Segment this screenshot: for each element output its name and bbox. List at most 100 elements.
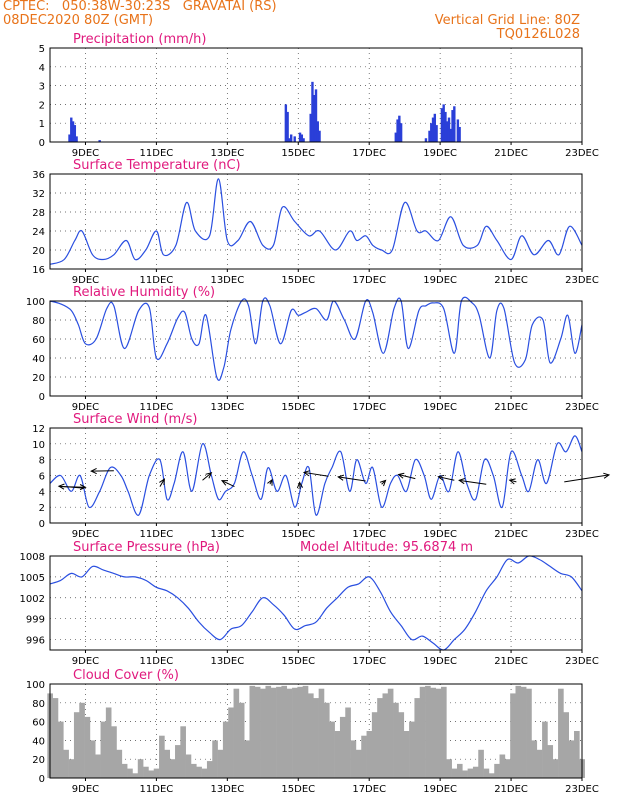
cloud-bar [387, 688, 394, 778]
cloud-bar [318, 688, 325, 778]
cloud-bar [95, 754, 101, 778]
cloud-bar [260, 688, 266, 778]
cloud-bar [164, 749, 170, 778]
cloud-bar [249, 685, 256, 778]
y-tick-label: 1008 [20, 552, 45, 563]
cloud-bar [132, 773, 139, 778]
header-model-code: TQ0126L028 [496, 27, 580, 42]
series-line [49, 296, 583, 381]
header-station: CPTEC: 050:38W-30:23S GRAVATAI (RS) [3, 0, 277, 14]
cloud-bar [228, 707, 234, 778]
x-tick-label: 23DEC [565, 148, 599, 159]
precip-bar [435, 125, 438, 142]
x-tick-label: 23DEC [565, 529, 599, 540]
y-tick-label: 80 [32, 699, 45, 710]
x-tick-label: 11DEC [140, 656, 174, 667]
cloud-bar [441, 686, 447, 778]
y-tick-label: 32 [32, 189, 45, 200]
x-tick-label: 17DEC [352, 148, 386, 159]
cloud-bar [79, 702, 85, 778]
wind-vector [159, 478, 165, 487]
precip-bar [284, 104, 288, 142]
precip-bar [288, 138, 291, 142]
cloud-bar [89, 740, 96, 778]
header-grid-line: Vertical Grid Line: 80Z [434, 13, 580, 28]
x-tick-label: 21DEC [494, 275, 528, 286]
cloud-bar [297, 686, 303, 778]
cloud-bar [403, 731, 410, 778]
x-tick-label: 21DEC [494, 656, 528, 667]
x-tick-label: 19DEC [423, 656, 457, 667]
y-tick-label: 16 [32, 265, 45, 276]
panel-1: 16 20 24 28 32 36 9DEC 11DEC 13DEC 15DEC 17DEC 19DE… [32, 158, 599, 286]
precip-bar [431, 117, 435, 142]
cloud-bar [478, 749, 484, 778]
cloud-bar [185, 754, 192, 778]
x-tick-label: 21DEC [494, 784, 528, 795]
precip-bar [70, 117, 73, 142]
wind-arrowhead [603, 472, 611, 479]
x-tick-label: 23DEC [565, 275, 599, 286]
cloud-bar [339, 716, 346, 778]
precip-bar [73, 125, 77, 142]
precip-bar [298, 132, 302, 142]
cloud-bar [286, 688, 293, 778]
cloud-bar [212, 740, 218, 778]
cloud-bar [393, 702, 399, 778]
cloud-bar [467, 768, 474, 778]
series-line [49, 555, 583, 651]
cloud-bar [308, 693, 314, 778]
x-tick-label: 9DEC [72, 784, 99, 795]
y-tick-label: 0 [39, 519, 45, 530]
y-tick-label: 100 [26, 297, 45, 308]
x-tick-label: 13DEC [210, 275, 244, 286]
wind-vector [398, 474, 416, 480]
x-tick-label: 21DEC [494, 148, 528, 159]
cloud-bar [84, 716, 91, 778]
wind-arrowhead [296, 481, 304, 489]
cloud-bar [451, 768, 458, 778]
cloud-bar [398, 712, 405, 778]
plot-frame [49, 173, 583, 270]
x-tick-label: 9DEC [72, 148, 99, 159]
x-tick-label: 19DEC [423, 784, 457, 795]
cloud-bar [281, 685, 288, 778]
plot-frame [49, 427, 583, 524]
cloud-bar [196, 766, 202, 778]
x-tick-label: 13DEC [210, 402, 244, 413]
wind-vector [202, 472, 212, 481]
precip-bar [424, 138, 428, 142]
y-tick-label: 4 [39, 63, 45, 74]
precip-bar [433, 113, 437, 142]
wind-vector [338, 476, 366, 482]
precip-bar [430, 123, 433, 142]
precip-bar [442, 104, 445, 142]
wind-arrowhead [79, 484, 87, 491]
y-tick-label: 2 [39, 100, 45, 111]
x-tick-label: 23DEC [565, 402, 599, 413]
cloud-bar [494, 763, 500, 778]
cloud-bar [233, 688, 240, 778]
precip-bar [396, 119, 399, 142]
cloud-bar [435, 688, 442, 778]
y-tick-label: 36 [32, 170, 45, 181]
y-tick-label: 1002 [20, 594, 45, 605]
x-tick-label: 19DEC [423, 275, 457, 286]
wind-arrowhead [159, 478, 165, 486]
precip-bar [394, 132, 397, 142]
cloud-bar [355, 749, 362, 778]
wind-arrowhead [437, 474, 445, 481]
y-tick-label: 40 [32, 354, 45, 365]
cloud-bar [574, 731, 580, 778]
precip-bar [311, 81, 314, 142]
x-tick-label: 23DEC [565, 656, 599, 667]
precip-bar [453, 106, 456, 142]
cloud-bar [430, 687, 436, 778]
x-tick-label: 15DEC [281, 402, 315, 413]
cloud-bar [244, 740, 250, 778]
precip-bar [314, 89, 318, 142]
panel-3: 0 2 4 6 8 10 12 9DEC 11DEC 13DEC 15DEC 17DEC 19DEC 21… [32, 412, 611, 540]
x-tick-label: 17DEC [352, 656, 386, 667]
cloud-bar [57, 721, 64, 778]
precip-bar [428, 130, 431, 142]
